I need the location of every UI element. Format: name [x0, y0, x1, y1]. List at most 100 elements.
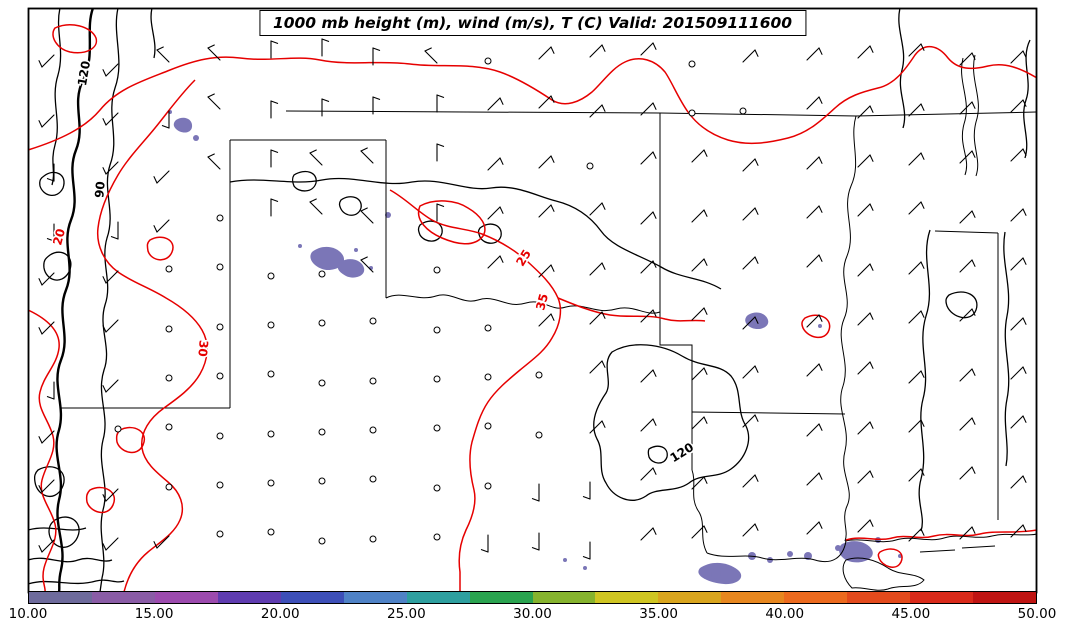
wind-barb: [742, 256, 756, 270]
colorbar-segment: [973, 592, 1036, 603]
calm-station: [433, 484, 441, 492]
wind-barb-tick: [703, 307, 708, 315]
wind-barb: [105, 379, 119, 393]
wind-barb-tick: [971, 52, 976, 60]
wind-barb: [806, 472, 820, 486]
colorbar-tick: 40.00: [765, 606, 805, 622]
wind-barb: [105, 488, 119, 502]
wind-barb: [691, 367, 705, 381]
wind-barb: [487, 157, 501, 171]
height-contour: [48, 516, 80, 548]
shaded-region: [354, 248, 358, 252]
wind-barb: [105, 161, 119, 175]
wind-barb: [360, 210, 374, 224]
wind-barb-tick: [1022, 208, 1027, 216]
wind-barb-tick: [920, 261, 925, 269]
wind-barb: [959, 308, 973, 322]
colorbar-tick: 20.00: [260, 606, 300, 622]
wind-barb-tick: [601, 104, 606, 112]
wind-barb-tick: [102, 118, 107, 126]
plot-title: 1000 mb height (m), wind (m/s), T (C) Va…: [258, 10, 807, 36]
state-border: [840, 115, 857, 542]
wind-barb: [538, 95, 552, 109]
height-contour: [898, 9, 906, 129]
wind-barb-tick: [920, 310, 925, 318]
wind-barb: [360, 150, 374, 164]
colorbar-segment: [343, 592, 407, 603]
wind-barb-tick: [869, 519, 874, 527]
wind-barb: [487, 206, 501, 220]
temperature-contour: [96, 79, 208, 591]
wind-barb: [806, 205, 820, 219]
calm-station: [318, 428, 326, 436]
wind-barb-tick: [920, 201, 925, 209]
wind-barb-tick: [971, 150, 976, 158]
wind-barb-tick: [703, 149, 708, 157]
colorbar-segment: [847, 592, 911, 603]
wind-barb-tick: [102, 494, 107, 502]
wind-barb: [908, 310, 922, 324]
calm-station: [535, 431, 543, 439]
calm-station: [535, 371, 543, 379]
wind-barb: [908, 201, 922, 215]
wind-barb-tick: [754, 207, 759, 215]
wind-barb-tick: [818, 314, 823, 322]
state-border: [706, 540, 847, 563]
wind-barb-tick: [38, 327, 43, 335]
wind-barb-tick: [153, 225, 158, 233]
wind-barb-tick: [601, 360, 606, 368]
wind-barb: [640, 467, 654, 481]
colorbar-tick: 15.00: [134, 606, 174, 622]
temperature-contour: [115, 426, 146, 454]
wind-barb-tick: [652, 151, 657, 159]
wind-barb-tick: [971, 526, 976, 534]
wind-barb-tick: [360, 147, 368, 152]
wind-barb-tick: [207, 44, 215, 49]
colorbar-ticks: 10.00 15.00 20.00 25.00 30.00 35.00 40.0…: [9, 606, 1057, 628]
wind-barb-tick: [424, 47, 432, 52]
wind-barb: [41, 539, 55, 553]
wind-barb: [691, 476, 705, 490]
wind-barb: [959, 259, 973, 273]
wind-barb-tick: [703, 525, 708, 533]
contour-label: 20: [50, 227, 68, 247]
wind-barb-tick: [869, 45, 874, 53]
shaded-region: [193, 135, 199, 141]
calm-station: [318, 270, 326, 278]
height-contour: [338, 196, 362, 216]
wind-barb-tick: [499, 97, 504, 105]
calm-station: [369, 535, 377, 543]
wind-barb-tick: [550, 46, 555, 54]
wind-barb-tick: [818, 96, 823, 104]
wind-barb: [857, 105, 871, 119]
wind-barb: [742, 158, 756, 172]
wind-barb: [41, 430, 55, 444]
wind-barb: [857, 154, 871, 168]
wind-barb: [589, 420, 603, 434]
shaded-region: [835, 545, 841, 551]
wind-barb-tick: [270, 198, 279, 202]
wind-barb: [105, 63, 119, 77]
wind-barb-tick: [1022, 475, 1027, 483]
shaded-region: [787, 551, 793, 557]
wind-barb-tick: [869, 361, 874, 369]
wind-barb: [309, 152, 323, 166]
contour-label: 90: [92, 181, 107, 199]
wind-barb: [589, 44, 603, 58]
wind-barb: [806, 254, 820, 268]
contour-label: 35: [533, 292, 551, 312]
height-contour: [51, 9, 62, 186]
wind-barb: [1010, 50, 1024, 64]
wind-barb-tick: [102, 385, 107, 393]
wind-barb-tick: [550, 313, 555, 321]
shaded-region: [767, 557, 773, 563]
wind-barb-tick: [270, 40, 279, 44]
wind-barb-tick: [971, 466, 976, 474]
wind-barb: [487, 255, 501, 269]
wind-barb-tick: [652, 42, 657, 50]
height-contour: [39, 171, 65, 196]
wind-barb-tick: [102, 69, 107, 77]
wind-barb: [41, 272, 55, 286]
wind-barb-tick: [499, 255, 504, 263]
calm-station: [318, 537, 326, 545]
